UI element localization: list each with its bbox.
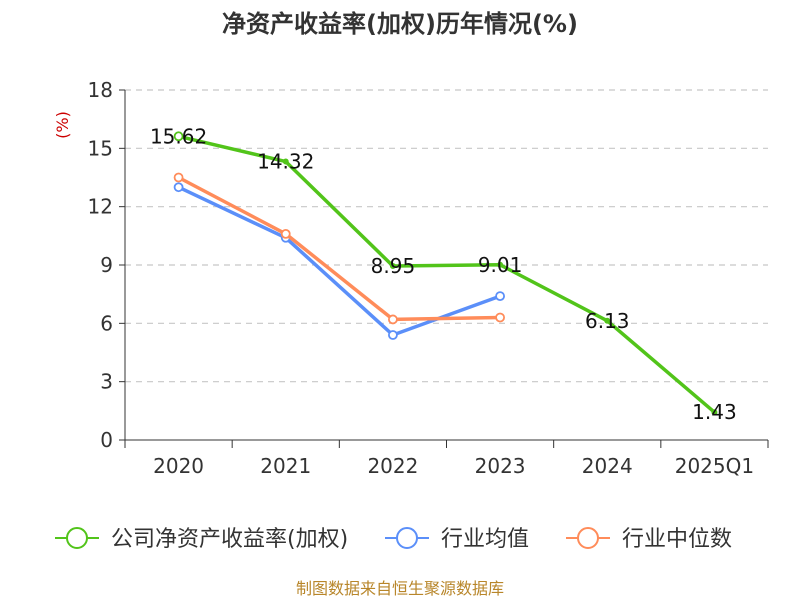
data-label: 9.01: [478, 253, 523, 277]
data-point: [280, 228, 291, 239]
grid-lines: [125, 89, 768, 383]
series-line: [176, 185, 502, 337]
x-tick-label: 2023: [475, 454, 526, 478]
x-tick-label: 2025Q1: [675, 454, 754, 478]
legend-item-company: 公司净资产收益率(加权): [111, 527, 348, 552]
x-tick-label: 2024: [582, 454, 633, 478]
data-label: 14.32: [257, 150, 314, 174]
legend-item-median: 行业中位数: [622, 527, 732, 552]
data-point: [173, 131, 184, 142]
data-point: [711, 409, 718, 416]
y-tick-label: 6: [100, 311, 113, 335]
data-label: 1.43: [692, 400, 737, 424]
data-label: 6.13: [585, 309, 630, 333]
series-line: [176, 134, 717, 414]
data-label: 15.62: [150, 124, 207, 148]
y-tick-label: 18: [88, 78, 113, 102]
data-point: [173, 182, 184, 193]
x-tick-label: 2020: [153, 454, 204, 478]
y-tick-label: 15: [88, 136, 113, 160]
legend-marker: [66, 527, 88, 549]
y-axis-label: (%): [53, 111, 72, 139]
axes: 0 3 6 9 12 15 18 2020 2021 2022 2023 2024 2025Q1: [88, 78, 769, 478]
source-note: 制图数据来自恒生聚源数据库: [296, 579, 504, 598]
data-point: [173, 172, 184, 183]
series-line: [176, 175, 502, 322]
data-point: [604, 317, 611, 324]
legend-marker: [577, 527, 599, 549]
legend: 公司净资产收益率(加权) 行业均值 行业中位数: [55, 527, 732, 552]
data-point: [495, 291, 505, 302]
data-label: 8.95: [371, 254, 416, 278]
data-point: [495, 312, 505, 323]
data-labels: 15.62 14.32 8.95 9.01 6.13 1.43: [150, 124, 737, 424]
data-point: [388, 314, 398, 325]
x-tick-label: 2021: [260, 454, 311, 478]
chart-title: 净资产收益率(加权)历年情况(%): [222, 10, 578, 38]
data-point: [388, 330, 398, 340]
data-point: [389, 262, 396, 269]
legend-item-average: 行业均值: [441, 527, 529, 552]
y-tick-label: 0: [100, 428, 113, 452]
y-tick-label: 3: [100, 370, 113, 394]
legend-marker: [396, 527, 418, 549]
data-point: [282, 158, 289, 165]
x-tick-label: 2022: [367, 454, 418, 478]
series-lines: [173, 131, 718, 416]
y-tick-label: 9: [100, 253, 113, 277]
y-tick-label: 12: [88, 195, 113, 219]
data-point: [497, 261, 504, 268]
